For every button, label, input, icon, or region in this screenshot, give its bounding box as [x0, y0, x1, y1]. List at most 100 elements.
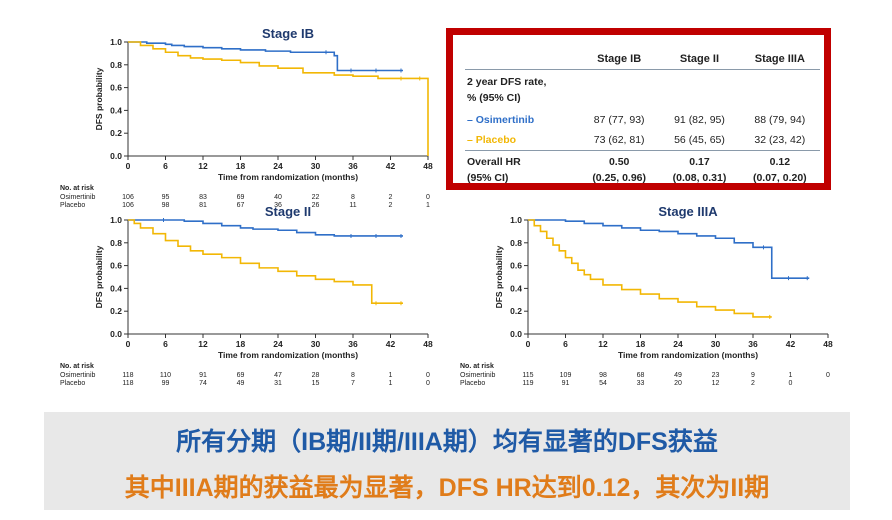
risk-row-label: Osimertinib: [60, 372, 96, 379]
chart-title: Stage IIIA: [658, 204, 718, 219]
x-axis-label: Time from randomization (months): [218, 172, 358, 182]
x-tick-label: 48: [423, 161, 433, 171]
risk-value: 49: [237, 380, 245, 387]
x-tick-label: 36: [748, 339, 758, 349]
y-tick-label: 1.0: [510, 215, 522, 225]
y-tick-label: 0.8: [510, 238, 522, 248]
risk-value: 0: [789, 380, 793, 387]
y-axis-label: DFS probability: [494, 245, 504, 308]
y-tick-label: 1.0: [110, 215, 122, 225]
risk-value: 95: [162, 194, 170, 201]
risk-value: 106: [122, 202, 134, 209]
risk-value: 20: [674, 380, 682, 387]
risk-value: 69: [237, 194, 245, 201]
osimertinib-iiia: 88 (79, 94): [754, 114, 806, 126]
osimertinib-label: – Osimertinib: [467, 114, 535, 126]
x-tick-label: 6: [163, 339, 168, 349]
chart-title: Stage IB: [262, 26, 314, 41]
header-stage-ii: Stage II: [659, 49, 740, 70]
hr-label-2: (95% CI): [467, 172, 509, 184]
risk-value: 49: [674, 372, 682, 379]
risk-value: 2: [751, 380, 755, 387]
risk-value: 23: [712, 372, 720, 379]
x-tick-label: 48: [423, 339, 433, 349]
risk-value: 83: [199, 194, 207, 201]
x-tick-label: 30: [311, 339, 321, 349]
hr-ci-ib: (0.25, 0.96): [592, 172, 647, 184]
risk-value: 7: [351, 380, 355, 387]
risk-value: 106: [122, 194, 134, 201]
x-tick-label: 30: [311, 161, 321, 171]
risk-row-label: Osimertinib: [60, 194, 96, 201]
risk-value: 33: [637, 380, 645, 387]
x-tick-label: 42: [786, 339, 796, 349]
series-line-placebo: [528, 219, 772, 318]
risk-value: 12: [712, 380, 720, 387]
risk-value: 118: [122, 372, 133, 379]
risk-value: 91: [562, 380, 570, 387]
risk-value: 2: [389, 194, 393, 201]
hr-label-1: Overall HR: [465, 150, 579, 170]
placebo-label: – Placebo: [467, 134, 517, 146]
risk-value: 2: [389, 202, 393, 209]
y-tick-label: 0.6: [110, 261, 122, 271]
risk-table-header: No. at risk: [60, 363, 94, 370]
x-tick-label: 18: [636, 339, 646, 349]
x-tick-label: 0: [526, 339, 531, 349]
series-line-placebo: [128, 219, 403, 305]
header-stage-iiia: Stage IIIA: [739, 49, 820, 70]
series-line-placebo: [128, 41, 429, 156]
y-tick-label: 0.0: [110, 329, 122, 339]
y-tick-label: 0.8: [110, 238, 122, 248]
series-line-osimertinib: [128, 219, 403, 237]
risk-value: 0: [426, 380, 430, 387]
y-tick-label: 0.0: [510, 329, 522, 339]
summary-table-box: Stage IB Stage II Stage IIIA 2 year DFS …: [446, 28, 831, 190]
x-tick-label: 36: [348, 161, 358, 171]
risk-value: 110: [160, 372, 171, 379]
risk-value: 9: [751, 372, 755, 379]
x-tick-label: 24: [273, 161, 283, 171]
risk-value: 115: [522, 372, 533, 379]
x-tick-label: 12: [198, 339, 208, 349]
chart-stage-ii: Stage II0.00.20.40.60.81.00 6 12 18 24 30 36 42…: [60, 204, 433, 387]
placebo-ii: 56 (45, 65): [674, 134, 725, 146]
risk-row-label: Placebo: [60, 202, 85, 209]
risk-row-label: Placebo: [460, 380, 485, 387]
risk-table-header: No. at risk: [460, 363, 494, 370]
risk-value: 81: [199, 202, 207, 209]
y-tick-label: 0.8: [110, 60, 122, 70]
risk-table-header: No. at risk: [60, 185, 94, 192]
risk-value: 31: [274, 380, 282, 387]
osimertinib-ib: 87 (77, 93): [593, 114, 645, 126]
risk-value: 1: [389, 380, 393, 387]
risk-value: 28: [312, 372, 320, 379]
risk-value: 22: [312, 194, 320, 201]
x-tick-label: 0: [126, 339, 131, 349]
chart-stage-ib: Stage IB0.00.20.40.60.81.00 6 12 18 24 30 36 42…: [60, 26, 433, 209]
header-stage-ib: Stage IB: [579, 49, 660, 70]
x-tick-label: 42: [386, 339, 396, 349]
risk-value: 11: [349, 202, 356, 209]
risk-value: 54: [599, 380, 607, 387]
y-tick-label: 0.2: [110, 128, 122, 138]
risk-value: 0: [426, 372, 430, 379]
hr-ci-ii: (0.08, 0.31): [672, 172, 727, 184]
risk-value: 67: [237, 202, 245, 209]
x-tick-label: 12: [598, 339, 608, 349]
hr-ii: 0.17: [659, 150, 740, 170]
dfs-rate-label-2: % (95% CI): [467, 92, 521, 104]
x-tick-label: 24: [273, 339, 283, 349]
risk-value: 109: [560, 372, 572, 379]
osimertinib-ii: 91 (82, 95): [674, 114, 725, 126]
risk-value: 47: [274, 372, 282, 379]
y-axis-label: DFS probability: [94, 245, 104, 308]
summary-table: Stage IB Stage II Stage IIIA 2 year DFS …: [465, 49, 820, 186]
risk-value: 68: [637, 372, 645, 379]
risk-value: 98: [162, 202, 170, 209]
risk-value: 0: [426, 194, 430, 201]
risk-value: 1: [789, 372, 793, 379]
series-line-osimertinib: [528, 219, 810, 279]
risk-value: 8: [351, 194, 355, 201]
